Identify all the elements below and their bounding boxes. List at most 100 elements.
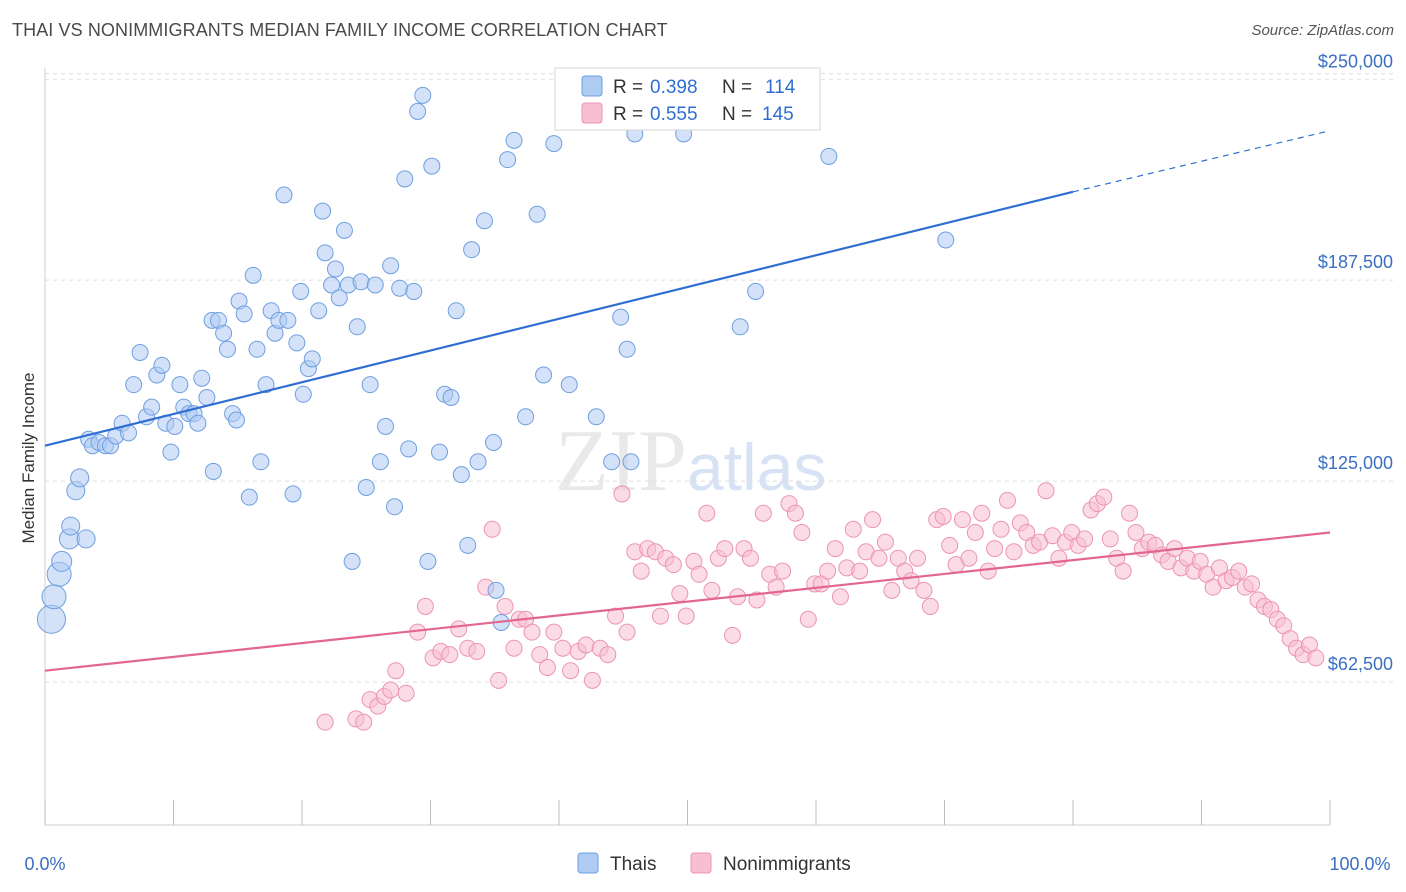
thai-point [475, 212, 493, 230]
y-tick-labels: $62,500 $125,000 $187,500 $250,000 [1318, 51, 1393, 674]
thai-point [248, 340, 266, 358]
thai-point [463, 241, 481, 259]
thai-point [330, 289, 348, 307]
legend-nonimmigrants-label: Nonimmigrants [723, 854, 851, 875]
thai-point [215, 324, 233, 342]
thai-point [618, 340, 636, 358]
nonimmigrants-point [864, 511, 882, 529]
thai-point [51, 550, 73, 572]
legend-nonimmigrants-swatch [690, 852, 712, 874]
y-tick-label: $125,000 [1318, 453, 1393, 473]
thai-point [131, 344, 149, 361]
y-axis-title: Median Family Income [19, 372, 38, 543]
thai-point [409, 102, 427, 120]
thai-point [275, 186, 293, 204]
nonimmigrants-point [1127, 524, 1145, 541]
thai-n-value: 114 [765, 77, 796, 98]
x-tick-label-max: 100.0% [1329, 854, 1390, 874]
nonimmigrants-point [397, 684, 415, 702]
thai-point [937, 231, 955, 249]
watermark: ZIPatlas [555, 413, 826, 510]
nonimmigrants-point [1121, 504, 1139, 522]
thai-point [76, 529, 96, 549]
nonimmigrants-point [774, 562, 792, 580]
thai-point [288, 334, 306, 352]
nonimmigrants-point [915, 581, 933, 599]
thai-point [459, 536, 477, 554]
nonimmigrants-point [355, 713, 373, 731]
nonimm-n-label: N = [722, 104, 752, 125]
nonimm-r-label: R = [613, 104, 643, 125]
thai-swatch [581, 75, 603, 97]
thai-point [343, 552, 361, 570]
thai-r-label: R = [613, 77, 643, 98]
nonimmigrants-point [607, 607, 625, 625]
thai-point [430, 443, 448, 461]
nonimmigrants-point [664, 556, 682, 574]
nonimmigrants-point [652, 607, 670, 625]
axes [44, 68, 1331, 826]
nonimmigrants-point [723, 626, 741, 644]
nonimmigrants-point [577, 636, 595, 654]
thai-point [517, 408, 535, 426]
thai-point [419, 552, 437, 570]
thai-point [162, 443, 180, 461]
legend-thais-label: Thais [610, 854, 656, 875]
thai-point [366, 276, 384, 294]
thai-point [218, 340, 236, 358]
thai-point [61, 516, 81, 536]
nonimmigrants-point [998, 491, 1016, 509]
thai-point [391, 279, 409, 297]
nonimmigrants-point [382, 681, 400, 699]
thai-point [227, 411, 245, 429]
thai-point [545, 135, 563, 153]
nonimmigrants-point [876, 533, 894, 551]
nonimmigrants-point [1101, 530, 1119, 548]
thai-point [377, 417, 395, 435]
stats-legend: R = 0.398 N = 114 R = 0.555 N = 145 [554, 67, 821, 131]
nonimmigrants-point [613, 485, 631, 503]
nonimmigrants-point [583, 671, 601, 689]
nonimmigrants-point [698, 504, 716, 522]
thai-point [70, 468, 90, 488]
nonimmigrants-point [793, 524, 811, 541]
nonimmigrants-point [677, 607, 695, 625]
nonimmigrants-point [851, 562, 869, 580]
series-thais-points [36, 86, 955, 634]
nonimmigrants-point [1005, 543, 1023, 561]
thai-point [361, 376, 379, 394]
nonimmigrants-point [316, 713, 334, 731]
nonimmigrants-point [1095, 488, 1113, 506]
thai-point [153, 356, 171, 374]
nonimmigrants-point [979, 562, 997, 580]
thai-point [731, 318, 749, 336]
nonimmigrants-point [966, 524, 984, 541]
thai-trend-line [44, 190, 1074, 447]
nonimmigrants-point [490, 671, 508, 689]
thai-point [316, 244, 334, 262]
thai-point [244, 266, 262, 284]
nonimmigrants-point [741, 549, 759, 567]
nonimmigrants-point [826, 540, 844, 558]
thai-point [587, 408, 605, 426]
thai-point [284, 485, 302, 503]
thai-point [382, 257, 400, 275]
thai-point [371, 453, 389, 471]
thai-point [469, 453, 487, 471]
nonimmigrants-point [883, 581, 901, 599]
thai-point [294, 385, 312, 403]
thai-point [484, 434, 502, 451]
nonimm-n-value: 145 [762, 104, 794, 125]
thai-point [414, 86, 432, 104]
thai-point [357, 479, 375, 496]
nonimmigrants-point [523, 623, 541, 641]
thai-point [326, 260, 344, 278]
thai-point [41, 584, 67, 610]
thai-point [499, 151, 517, 169]
source-credit: Source: ZipAtlas.com [1251, 22, 1394, 39]
nonimmigrants-point [909, 549, 927, 567]
nonimmigrants-point [1307, 649, 1325, 667]
nonimmigrants-point [545, 623, 563, 641]
nonimmigrants-point [754, 504, 772, 522]
